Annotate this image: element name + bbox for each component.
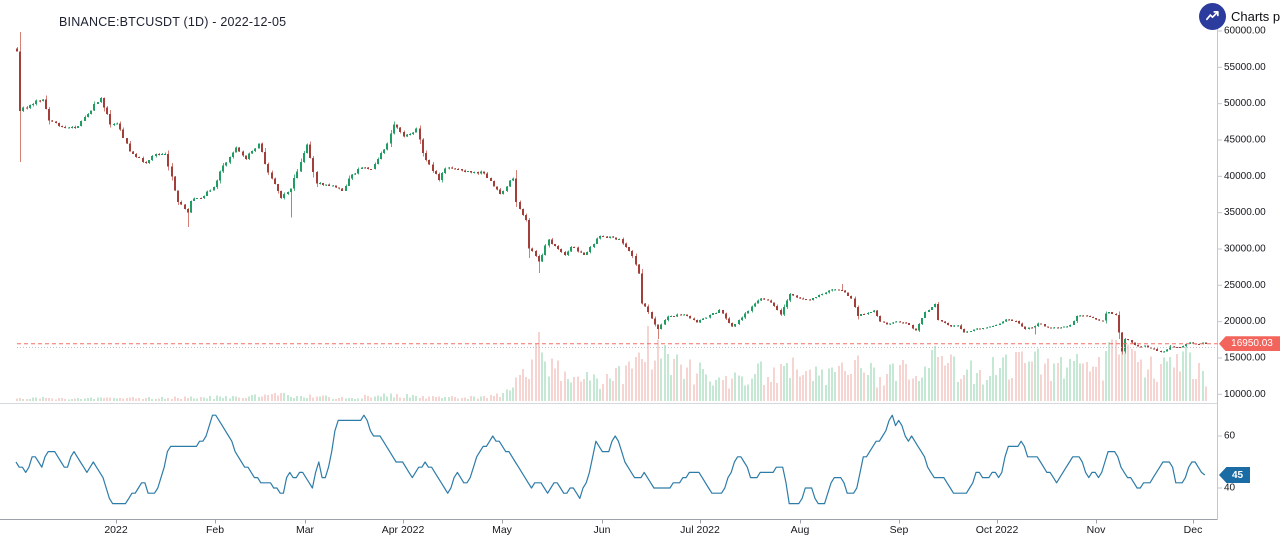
svg-text:Sep: Sep <box>890 524 909 536</box>
svg-text:Oct 2022: Oct 2022 <box>976 524 1019 536</box>
svg-text:May: May <box>492 524 513 536</box>
svg-text:Aug: Aug <box>791 524 810 536</box>
svg-text:Dec: Dec <box>1184 524 1203 536</box>
svg-text:Jun: Jun <box>594 524 611 536</box>
last-price-badge: 16950.03 <box>1219 336 1280 352</box>
rsi-series <box>15 414 1206 505</box>
svg-text:Nov: Nov <box>1087 524 1106 536</box>
svg-text:60: 60 <box>1224 431 1236 442</box>
volume-series <box>16 325 1207 401</box>
rsi-axis[interactable]: 60 40 <box>1217 431 1236 494</box>
svg-text:Apr 2022: Apr 2022 <box>382 524 425 536</box>
svg-text:45000.00: 45000.00 <box>1224 134 1266 145</box>
axis-lines <box>0 28 1218 520</box>
svg-text:25000.00: 25000.00 <box>1224 280 1266 291</box>
last-price-value: 16950.03 <box>1231 338 1273 350</box>
tradingview-logo-icon[interactable] <box>1199 3 1226 30</box>
candlestick-series <box>16 32 1207 355</box>
svg-text:60000.00: 60000.00 <box>1224 26 1266 37</box>
svg-text:40: 40 <box>1224 483 1236 494</box>
attribution-label: Charts p <box>1231 9 1280 24</box>
svg-text:Mar: Mar <box>296 524 315 536</box>
time-axis[interactable]: 2022 Feb Mar Apr 2022 May Jun Jul 2022 Aug Sep Oc… <box>104 519 1203 537</box>
rsi-value-badge: 45 <box>1219 467 1250 483</box>
symbol-title: BINANCE:BTCUSDT (1D) - 2022-12-05 <box>59 15 287 29</box>
svg-text:30000.00: 30000.00 <box>1224 243 1266 254</box>
price-axis[interactable]: 60000.00 55000.00 50000.00 45000.00 40000.00… <box>1217 26 1267 400</box>
attribution[interactable]: Charts p <box>1199 3 1280 30</box>
svg-text:35000.00: 35000.00 <box>1224 207 1266 218</box>
svg-text:40000.00: 40000.00 <box>1224 171 1266 182</box>
last-price-line <box>17 343 1218 348</box>
svg-text:50000.00: 50000.00 <box>1224 98 1266 109</box>
svg-text:55000.00: 55000.00 <box>1224 62 1266 73</box>
svg-text:10000.00: 10000.00 <box>1224 389 1266 400</box>
rsi-value: 45 <box>1231 469 1244 481</box>
svg-text:2022: 2022 <box>104 524 128 536</box>
svg-text:Jul 2022: Jul 2022 <box>680 524 720 536</box>
svg-text:Feb: Feb <box>206 524 224 536</box>
svg-text:20000.00: 20000.00 <box>1224 316 1266 327</box>
svg-text:15000.00: 15000.00 <box>1224 352 1266 363</box>
